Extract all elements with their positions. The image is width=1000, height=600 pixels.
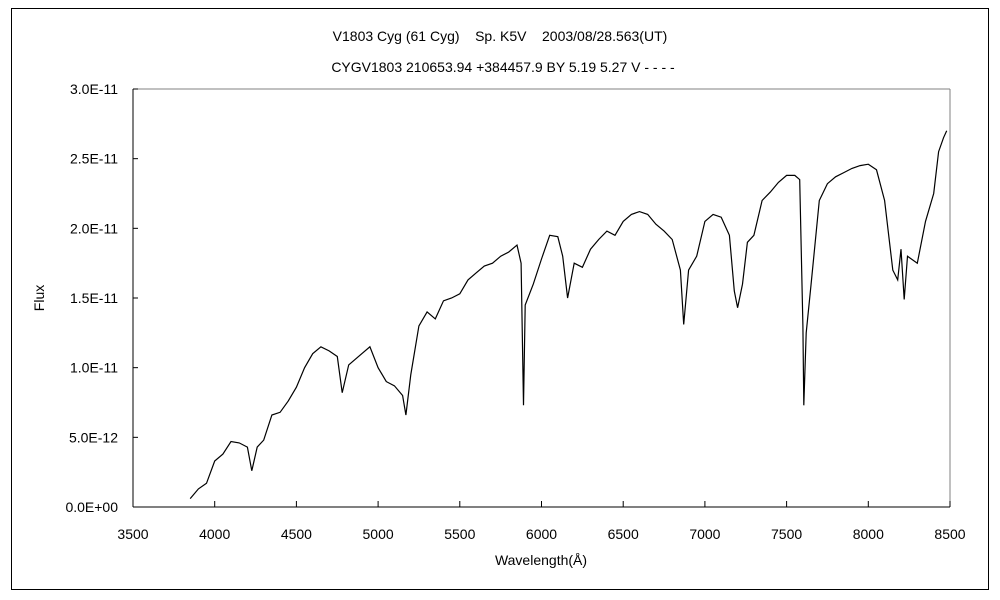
x-tick-label: 8500 — [934, 526, 965, 542]
x-tick-label: 7500 — [771, 526, 802, 542]
y-tick-label: 5.0E-12 — [69, 429, 118, 445]
x-tick-label: 5000 — [363, 526, 394, 542]
chart-subtitle: CYGV1803 210653.94 +384457.9 BY 5.19 5.2… — [331, 59, 675, 75]
y-tick-label: 3.0E-11 — [70, 81, 118, 97]
x-axis-label: Wavelength(Å) — [495, 552, 587, 568]
x-tick-label: 6500 — [608, 526, 639, 542]
chart-frame — [11, 8, 989, 590]
y-tick-label: 1.0E-11 — [70, 360, 118, 376]
chart-title: V1803 Cyg (61 Cyg) Sp. K5V 2003/08/28.56… — [333, 28, 668, 44]
y-tick-label: 2.5E-11 — [70, 151, 118, 167]
y-tick-label: 1.5E-11 — [70, 290, 118, 306]
x-tick-label: 4000 — [199, 526, 230, 542]
y-tick-label: 0.0E+00 — [65, 499, 118, 515]
x-tick-label: 5500 — [444, 526, 475, 542]
y-axis-label: Flux — [31, 285, 47, 311]
x-tick-label: 3500 — [117, 526, 148, 542]
x-tick-label: 4500 — [281, 526, 312, 542]
x-tick-label: 7000 — [689, 526, 720, 542]
spectrum-line — [189, 130, 948, 499]
x-tick-label: 8000 — [853, 526, 884, 542]
x-tick-label: 6000 — [526, 526, 557, 542]
y-tick-label: 2.0E-11 — [70, 220, 118, 236]
